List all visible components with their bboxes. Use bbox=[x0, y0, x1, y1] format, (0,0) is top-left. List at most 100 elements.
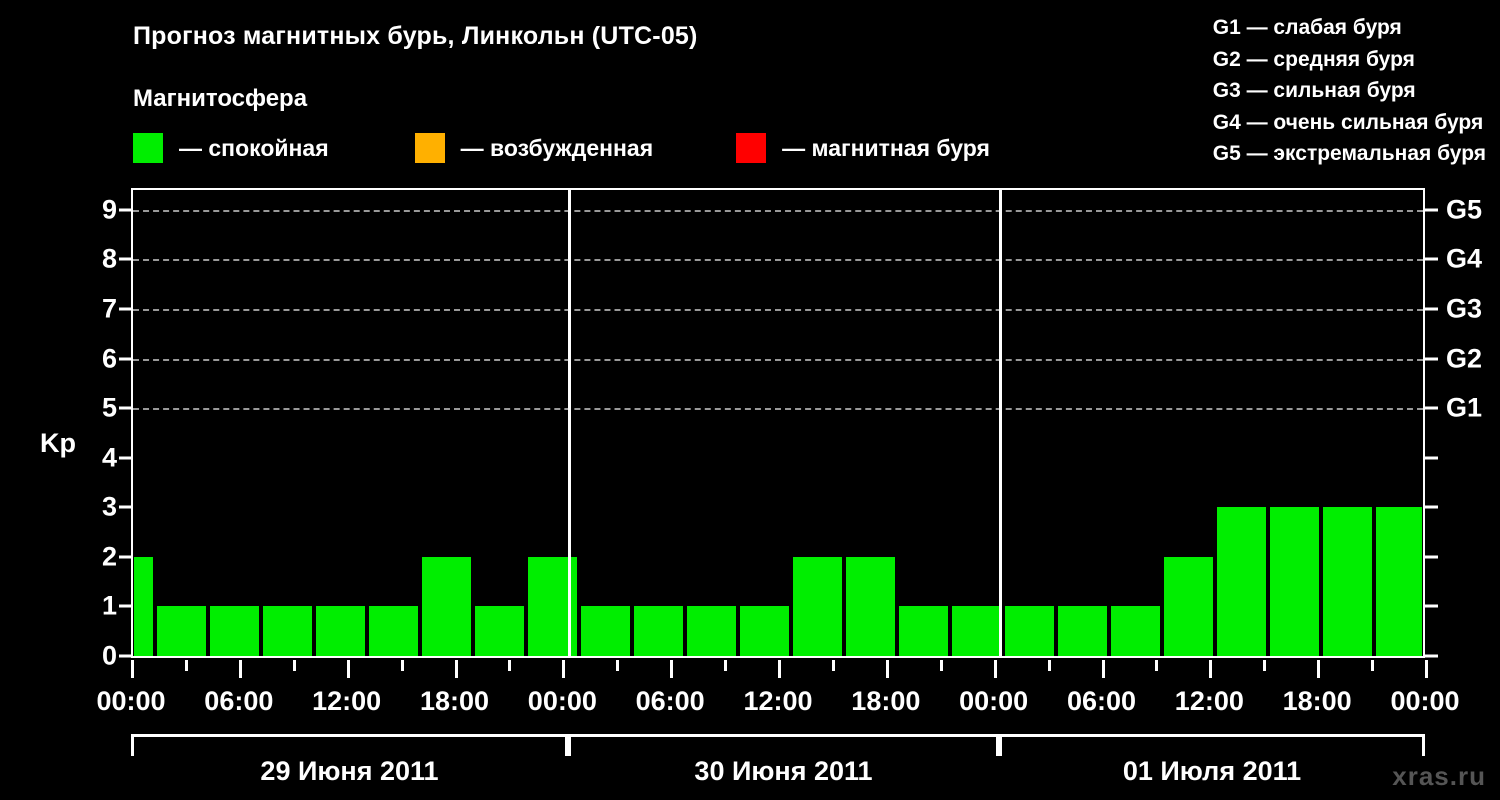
kp-bar[interactable] bbox=[846, 556, 895, 656]
kp-bar[interactable] bbox=[1376, 507, 1422, 656]
gridline-kp-6 bbox=[133, 358, 1423, 361]
kp-bar[interactable] bbox=[1058, 606, 1107, 656]
y-tick-label: 6 bbox=[101, 343, 117, 374]
kp-bar[interactable] bbox=[422, 556, 471, 656]
y-tick-label: 8 bbox=[101, 243, 117, 274]
kp-bar[interactable] bbox=[1323, 507, 1372, 656]
g-scale-legend: G1 — слабая буря G2 — средняя буря G3 — … bbox=[1213, 12, 1486, 170]
g-tick-mark-minor bbox=[1425, 654, 1438, 658]
x-tick-label: 12:00 bbox=[1174, 686, 1244, 716]
x-tick-major bbox=[670, 660, 674, 678]
y-tick-label: 9 bbox=[101, 194, 117, 225]
x-tick-label: 00:00 bbox=[959, 686, 1029, 716]
day-bracket bbox=[568, 734, 999, 756]
gridline-kp-5 bbox=[133, 408, 1423, 411]
x-tick-major bbox=[993, 660, 997, 678]
magnetosphere-legend: — спокойная — возбужденная — магнитная б… bbox=[133, 133, 990, 163]
x-tick-label: 18:00 bbox=[1282, 686, 1352, 716]
x-tick-label: 18:00 bbox=[851, 686, 921, 716]
kp-bar[interactable] bbox=[634, 606, 683, 656]
day-separator-2 bbox=[999, 190, 1002, 656]
kp-bar[interactable] bbox=[475, 606, 524, 656]
kp-bar[interactable] bbox=[316, 606, 365, 656]
legend-item-storm: — магнитная буря bbox=[736, 133, 990, 163]
x-tick-major bbox=[346, 660, 350, 678]
x-tick-minor bbox=[1263, 660, 1267, 671]
kp-bar[interactable] bbox=[1111, 606, 1160, 656]
g-scale-row-g4: G4 — очень сильная буря bbox=[1212, 110, 1484, 134]
x-tick-major bbox=[778, 660, 781, 678]
x-tick-minor bbox=[1371, 660, 1375, 671]
kp-bar[interactable] bbox=[1005, 606, 1054, 656]
y-tick-label: 3 bbox=[101, 491, 117, 522]
kp-bar[interactable] bbox=[687, 606, 736, 656]
g-tick-mark bbox=[1425, 406, 1438, 410]
legend-label-calm: — спокойная bbox=[179, 134, 329, 161]
g-axis-label: G5 bbox=[1446, 194, 1483, 225]
x-tick-minor bbox=[508, 660, 512, 671]
y-tick-label: 7 bbox=[101, 293, 117, 324]
kp-bar[interactable] bbox=[369, 606, 418, 656]
g-tick-mark bbox=[1425, 357, 1438, 361]
x-tick-minor bbox=[939, 660, 943, 671]
x-tick-label: 00:00 bbox=[96, 686, 166, 716]
gridline-kp-9 bbox=[133, 209, 1423, 212]
kp-bar[interactable] bbox=[899, 606, 948, 656]
kp-bar[interactable] bbox=[263, 606, 312, 656]
x-tick-major bbox=[1209, 660, 1213, 678]
y-tick-mark bbox=[119, 555, 131, 559]
g-tick-mark bbox=[1425, 208, 1438, 212]
y-tick-label: 0 bbox=[101, 640, 117, 671]
y-tick-label: 5 bbox=[101, 392, 117, 423]
g-axis-label: G3 bbox=[1446, 293, 1483, 324]
x-tick-major bbox=[562, 660, 566, 678]
kp-bar[interactable] bbox=[1217, 507, 1266, 656]
y-tick-mark bbox=[119, 406, 131, 410]
legend-item-calm: — спокойная bbox=[133, 133, 329, 163]
kp-bar[interactable] bbox=[952, 606, 1001, 656]
x-tick-minor bbox=[184, 660, 188, 671]
gridline-kp-8 bbox=[133, 259, 1423, 262]
x-tick-minor bbox=[292, 660, 296, 671]
x-tick-major bbox=[1317, 660, 1321, 678]
calm-swatch-icon bbox=[133, 133, 163, 163]
x-tick-major bbox=[238, 660, 242, 678]
watermark: xras.ru bbox=[1392, 761, 1486, 791]
legend-label-unsettled: — возбужденная bbox=[460, 134, 654, 161]
x-tick-major bbox=[885, 660, 889, 678]
x-tick-minor bbox=[1155, 660, 1159, 671]
g-axis-label: G2 bbox=[1446, 343, 1483, 374]
x-tick-minor bbox=[400, 660, 404, 671]
y-axis-title: Kp bbox=[40, 428, 76, 458]
x-tick-minor bbox=[616, 660, 620, 671]
day-label: 30 Июня 2011 bbox=[694, 756, 873, 786]
g-scale-row-g2: G2 — средняя буря bbox=[1212, 47, 1415, 71]
day-separator-1 bbox=[568, 190, 571, 656]
day-label: 01 Июля 2011 bbox=[1122, 756, 1302, 786]
legend-label-storm: — магнитная буря bbox=[782, 134, 990, 161]
g-scale-row-g1: G1 — слабая буря bbox=[1212, 16, 1402, 39]
page-title: Прогноз магнитных бурь, Линкольн (UTC-05… bbox=[133, 22, 698, 50]
g-scale-row-g5: G5 — экстремальная буря bbox=[1212, 142, 1486, 165]
gridline-kp-7 bbox=[133, 308, 1423, 311]
kp-bar[interactable] bbox=[1164, 556, 1213, 656]
kp-bar[interactable] bbox=[1270, 507, 1319, 656]
kp-bar[interactable] bbox=[581, 606, 630, 656]
x-tick-label: 06:00 bbox=[204, 686, 274, 716]
day-label: 29 Июня 2011 bbox=[260, 756, 439, 786]
kp-bar[interactable] bbox=[134, 556, 153, 656]
kp-bar[interactable] bbox=[740, 606, 789, 656]
kp-bar[interactable] bbox=[157, 606, 206, 656]
x-tick-label: 00:00 bbox=[1390, 686, 1460, 716]
x-tick-minor bbox=[831, 660, 835, 671]
kp-bar[interactable] bbox=[793, 556, 842, 656]
kp-bar[interactable] bbox=[210, 606, 259, 656]
magnetosphere-heading: Магнитосфера bbox=[133, 85, 308, 112]
g-tick-mark-minor bbox=[1425, 456, 1438, 460]
x-tick-major bbox=[1425, 660, 1428, 678]
day-bracket bbox=[131, 734, 568, 756]
x-tick-minor bbox=[1047, 660, 1051, 671]
y-tick-mark bbox=[119, 307, 131, 311]
kp-bars bbox=[133, 190, 1423, 656]
g-scale-row-g3: G3 — сильная буря bbox=[1212, 79, 1416, 102]
